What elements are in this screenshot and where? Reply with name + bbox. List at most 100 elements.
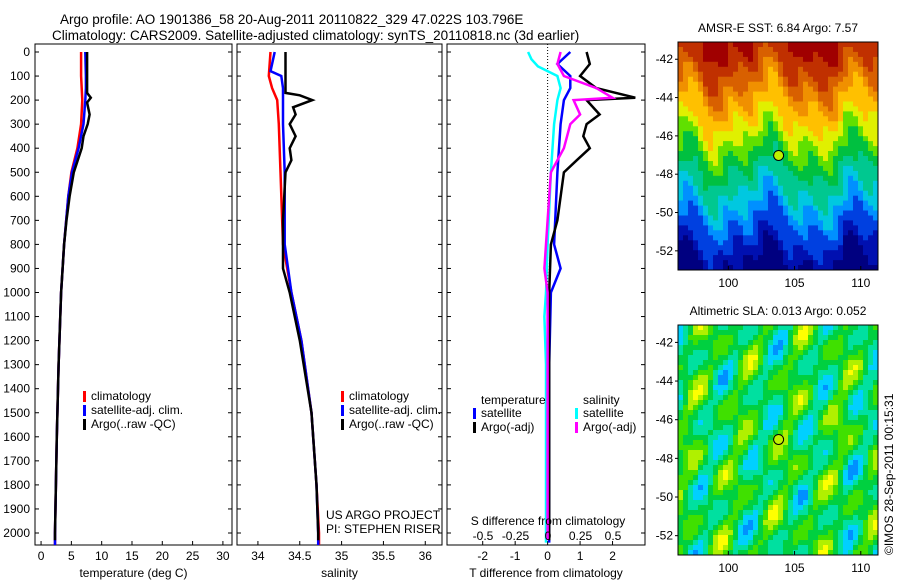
map-cell — [808, 490, 814, 496]
map-cell — [788, 245, 794, 251]
map-cell — [763, 440, 769, 446]
map-cell — [798, 106, 804, 112]
map-cell — [793, 131, 799, 137]
map-cell — [868, 415, 874, 421]
map-cell — [853, 415, 859, 421]
map-cell — [698, 460, 704, 466]
map-cell — [853, 550, 859, 556]
map-cell — [843, 121, 849, 127]
map-cell — [758, 71, 764, 78]
map-cell — [873, 116, 879, 122]
map-cell — [863, 360, 869, 366]
map-cell — [773, 111, 779, 117]
map-cell — [813, 96, 819, 102]
map-cell — [813, 116, 819, 122]
map-cell — [728, 180, 734, 187]
map-cell — [748, 76, 754, 83]
map-cell — [758, 190, 764, 197]
map-cell — [803, 66, 809, 73]
map-cell — [848, 141, 854, 147]
map-cell — [818, 530, 824, 536]
map-cell — [788, 345, 794, 351]
map-cell — [678, 195, 684, 202]
map-cell — [703, 395, 709, 401]
map-cell — [803, 146, 809, 152]
map-cell — [713, 435, 719, 441]
map-cell — [788, 485, 794, 491]
map-cell — [713, 225, 719, 231]
map-cell — [693, 535, 699, 541]
map-cell — [713, 530, 719, 536]
map-cell — [743, 250, 749, 256]
map-cell — [753, 400, 759, 406]
map-cell — [798, 530, 804, 536]
map-cell — [728, 390, 734, 396]
map-cell — [708, 430, 714, 436]
map-cell — [698, 106, 704, 112]
y-tick-label: -44 — [656, 91, 674, 105]
map-cell — [788, 415, 794, 421]
map-cell — [723, 170, 729, 177]
map-cell — [728, 515, 734, 521]
map-cell — [778, 235, 784, 241]
map-cell — [713, 220, 719, 226]
map-cell — [783, 370, 789, 376]
map-cell — [768, 111, 774, 117]
map-cell — [853, 240, 859, 246]
map-cell — [813, 385, 819, 391]
map-cell — [808, 385, 814, 391]
map-cell — [753, 56, 759, 63]
map-cell — [698, 180, 704, 187]
map-cell — [678, 435, 684, 441]
map-cell — [798, 81, 804, 88]
map-cell — [843, 360, 849, 366]
map-cell — [693, 530, 699, 536]
map-cell — [843, 450, 849, 456]
map-cell — [703, 81, 709, 88]
map-cell — [718, 47, 724, 53]
map-cell — [783, 540, 789, 546]
map-cell — [833, 81, 839, 88]
map-cell — [838, 265, 844, 271]
map-cell — [773, 47, 779, 53]
map-cell — [718, 485, 724, 491]
map-cell — [728, 106, 734, 112]
map-cell — [858, 490, 864, 496]
map-cell — [813, 245, 819, 251]
map-cell — [813, 545, 819, 551]
map-cell — [818, 240, 824, 246]
map-cell — [763, 500, 769, 506]
map-cell — [838, 520, 844, 526]
map-cell — [798, 42, 804, 48]
map-cell — [728, 365, 734, 371]
map-cell — [708, 375, 714, 381]
map-cell — [763, 235, 769, 241]
map-cell — [738, 390, 744, 396]
map-cell — [683, 390, 689, 396]
map-cell — [863, 490, 869, 496]
map-cell — [698, 500, 704, 506]
map-cell — [698, 355, 704, 361]
map-cell — [838, 61, 844, 68]
map-cell — [798, 410, 804, 416]
map-cell — [788, 455, 794, 461]
map-cell — [868, 405, 874, 411]
map-cell — [843, 61, 849, 68]
map-cell — [868, 66, 874, 73]
map-cell — [768, 510, 774, 516]
map-cell — [678, 141, 684, 147]
map-cell — [683, 81, 689, 88]
map-cell — [733, 225, 739, 231]
map-cell — [733, 445, 739, 451]
map-cell — [843, 265, 849, 271]
map-cell — [753, 360, 759, 366]
map-cell — [828, 260, 834, 266]
map-cell — [803, 111, 809, 117]
map-cell — [873, 42, 879, 48]
map-cell — [843, 245, 849, 251]
map-cell — [858, 235, 864, 241]
map-cell — [823, 91, 829, 98]
map-cell — [723, 121, 729, 127]
map-cell — [728, 116, 734, 122]
map-cell — [713, 170, 719, 177]
